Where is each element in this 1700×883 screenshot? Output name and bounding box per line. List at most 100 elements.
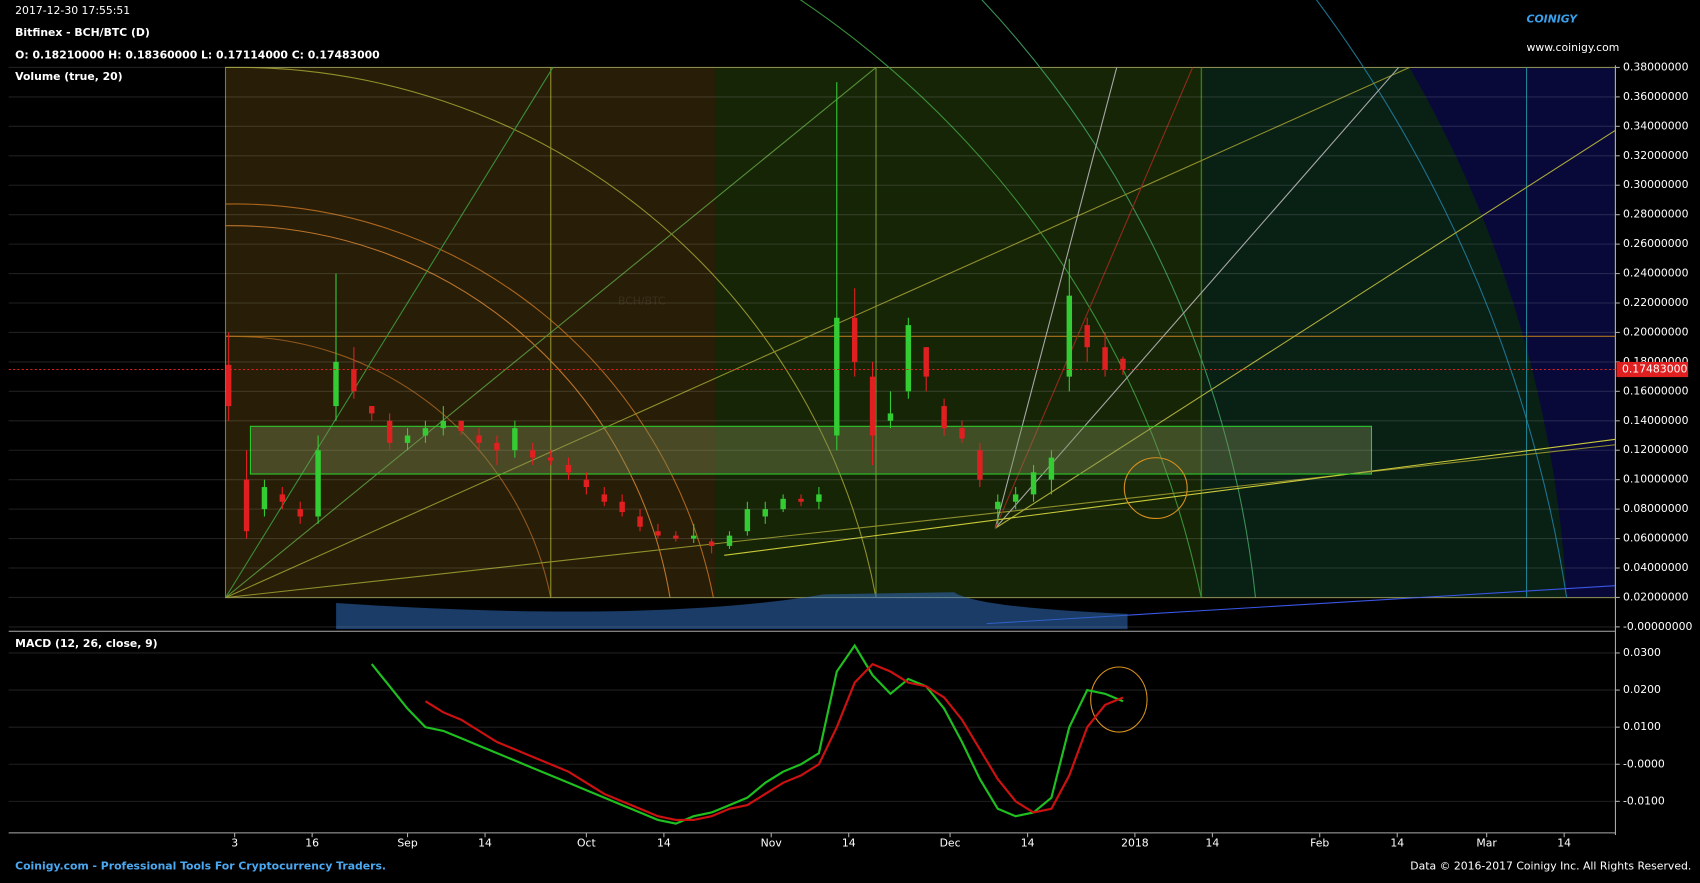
x-tick-label: 2018 xyxy=(1121,837,1149,850)
candle-body xyxy=(404,435,411,443)
x-tick-label: Feb xyxy=(1310,837,1329,850)
candle-body xyxy=(655,531,661,536)
candle-body xyxy=(333,361,339,407)
candle-body xyxy=(923,347,929,377)
panel-label: Volume (true, 20) xyxy=(15,70,123,83)
fan-line xyxy=(225,444,1616,599)
y-tick-label: 0.34000000 xyxy=(1623,119,1689,132)
y-tick-label: 0.28000000 xyxy=(1623,208,1689,221)
candle-body xyxy=(225,364,232,407)
y-tick-label: 0.0100 xyxy=(1623,720,1661,733)
x-tick-label: 14 xyxy=(1206,837,1220,850)
fib-zone xyxy=(225,67,716,598)
y-tick-label: 0.10000000 xyxy=(1623,473,1689,486)
ohlc: O: 0.18210000 H: 0.18360000 L: 0.1711400… xyxy=(15,49,380,62)
y-tick-label: 0.36000000 xyxy=(1623,90,1689,103)
candle-body xyxy=(601,494,607,502)
candle-body xyxy=(1030,472,1037,495)
y-tick-label: 0.12000000 xyxy=(1623,443,1689,456)
candle-body xyxy=(869,376,876,436)
fib-zone xyxy=(715,67,1204,598)
x-tick-label: 14 xyxy=(478,837,492,850)
candle-body xyxy=(1048,457,1055,480)
y-tick-label: 0.32000000 xyxy=(1623,149,1689,162)
candle-body xyxy=(243,479,250,532)
last-price-label: 0.17483000 xyxy=(1622,363,1688,376)
fib-arc xyxy=(1315,0,1568,598)
fib-arc xyxy=(225,335,552,598)
candle-body xyxy=(369,406,375,414)
macd-line xyxy=(370,643,1124,825)
y-tick-label: 0.06000000 xyxy=(1623,532,1689,545)
candle-body xyxy=(637,516,643,527)
y-tick-label: 0.24000000 xyxy=(1623,267,1689,280)
x-tick-label: 3 xyxy=(231,837,238,850)
candle-body xyxy=(780,498,786,510)
macd-line xyxy=(424,662,1124,821)
y-tick-label: 0.08000000 xyxy=(1623,502,1689,515)
candle-body xyxy=(422,428,429,436)
x-tick-label: 16 xyxy=(305,837,319,850)
candle-body xyxy=(315,450,321,517)
candle-body xyxy=(673,535,679,539)
y-tick-label: 0.16000000 xyxy=(1623,384,1689,397)
trend-line xyxy=(724,438,1616,556)
x-tick-label: Dec xyxy=(940,837,961,850)
candle-body xyxy=(798,498,804,502)
candle-body xyxy=(279,494,286,502)
fib-arc xyxy=(799,0,1202,598)
candle-body xyxy=(261,487,268,510)
candle-body xyxy=(995,501,1001,510)
candle-body xyxy=(1012,494,1019,502)
y-tick-label: 0.20000000 xyxy=(1623,325,1689,338)
footer-right: Data © 2016-2017 Coinigy Inc. All Rights… xyxy=(1410,860,1691,873)
volume-area xyxy=(336,592,1128,630)
fan-line xyxy=(994,67,1400,529)
x-tick-label: 14 xyxy=(842,837,856,850)
candle-body xyxy=(476,435,482,443)
candle-body xyxy=(726,535,733,546)
y-tick-label: 0.30000000 xyxy=(1623,178,1689,191)
candle-body xyxy=(1084,325,1090,348)
candle-body xyxy=(1102,347,1108,370)
candle-body xyxy=(744,509,751,532)
footer-left: Coinigy.com - Professional Tools For Cry… xyxy=(15,860,386,873)
fan-line xyxy=(225,67,554,598)
fib-arc xyxy=(225,66,877,598)
fib-zone xyxy=(1409,67,1616,598)
candle-body xyxy=(1120,358,1126,370)
candle-body xyxy=(297,509,303,517)
fan-line xyxy=(225,66,1410,599)
x-tick-label: 14 xyxy=(1021,837,1035,850)
candle-body xyxy=(834,317,840,436)
candle-body xyxy=(386,420,393,443)
candle-body xyxy=(512,428,518,451)
logo: COINIGY xyxy=(1527,13,1579,26)
timestamp: 2017-12-30 17:55:51 xyxy=(15,4,130,17)
fib-arc xyxy=(225,225,671,598)
panel-label: MACD (12, 26, close, 9) xyxy=(15,637,157,650)
x-tick-label: 14 xyxy=(1557,837,1571,850)
y-tick-label: 0.02000000 xyxy=(1623,590,1689,603)
candle-body xyxy=(458,420,464,432)
x-tick-label: Sep xyxy=(397,837,418,850)
candle-body xyxy=(494,442,500,451)
x-tick-label: Oct xyxy=(577,837,596,850)
chart-title: Bitfinex - BCH/BTC (D) xyxy=(15,26,150,39)
y-tick-label: -0.00000000 xyxy=(1623,620,1692,633)
y-tick-label: 0.14000000 xyxy=(1623,414,1689,427)
highlight-circle xyxy=(1090,666,1148,733)
logo-site: www.coinigy.com xyxy=(1527,41,1620,54)
y-tick-label: 0.0200 xyxy=(1623,683,1661,696)
candle-body xyxy=(547,457,554,461)
candle-body xyxy=(619,501,625,513)
highlight-circle xyxy=(1123,457,1188,520)
y-tick-label: -0.0100 xyxy=(1623,794,1665,807)
candle-body xyxy=(565,464,572,473)
x-tick-label: 14 xyxy=(657,837,671,850)
candle-body xyxy=(977,450,983,480)
candle-body xyxy=(1066,295,1073,377)
x-tick-label: Nov xyxy=(761,837,783,850)
